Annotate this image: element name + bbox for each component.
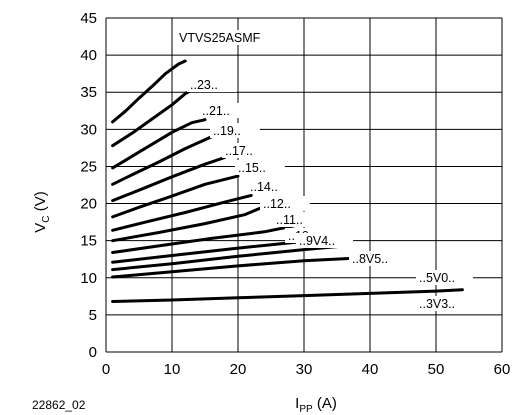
grid <box>105 17 503 353</box>
y-tick-label: 5 <box>89 307 97 324</box>
y-tick-label: 10 <box>80 270 97 287</box>
series-line <box>111 223 299 254</box>
series-label-bg <box>222 143 272 158</box>
series-line <box>111 156 227 203</box>
x-axis-title-unit: (A) <box>313 395 337 412</box>
series-label: ..23.. <box>190 78 218 92</box>
series-line <box>111 84 200 148</box>
series-label: ..8V5.. <box>352 252 388 266</box>
series-line <box>111 174 240 219</box>
series-line <box>111 59 187 124</box>
y-axis-ticks: 0 5 10 15 20 25 30 35 40 45 <box>80 10 97 361</box>
x-axis-title: IPP (A) <box>295 395 337 415</box>
series-line <box>111 135 214 186</box>
series-line <box>111 239 313 264</box>
series-label: ..11.. <box>276 213 303 227</box>
series-label-bg <box>416 270 474 285</box>
series-line <box>111 193 253 232</box>
x-tick-label: 30 <box>296 361 313 378</box>
y-tick-label: 25 <box>80 158 97 175</box>
series-lines <box>111 59 464 303</box>
series-label: ..19.. <box>213 124 241 138</box>
series-label: ..17.. <box>225 144 253 158</box>
x-axis-title-main: I <box>295 395 299 412</box>
series-line <box>111 205 266 243</box>
y-axis-title-main: V <box>32 223 49 233</box>
series-line <box>111 245 339 272</box>
series-label-bg <box>187 77 237 92</box>
y-tick-label: 40 <box>80 47 97 64</box>
x-axis-title-sub: PP <box>299 404 313 415</box>
series-label-bg <box>176 30 255 45</box>
series-line <box>111 288 464 303</box>
series-label: ..15.. <box>238 161 266 175</box>
x-axis-ticks: 0 10 20 30 40 50 60 <box>102 361 511 378</box>
series-label: ..3V3.. <box>419 297 455 311</box>
y-tick-label: 45 <box>80 10 97 27</box>
y-tick-label: 30 <box>80 121 97 138</box>
series-label: ..12.. <box>263 197 291 211</box>
series-label: ..5V0.. <box>419 271 455 285</box>
figure-id: 22862_02 <box>32 398 86 412</box>
y-axis-title: VC (V) <box>32 191 52 232</box>
series-line <box>111 118 207 170</box>
y-tick-label: 35 <box>80 84 97 101</box>
series-label-bg <box>247 179 297 194</box>
series-label-bg <box>210 123 260 138</box>
y-axis-title-sub: C <box>41 215 52 222</box>
series-label: VTVS25ASMF <box>179 31 261 45</box>
series-label-bg <box>416 296 474 311</box>
x-tick-label: 60 <box>494 361 511 378</box>
y-tick-label: 20 <box>80 196 97 213</box>
series-label: ..21.. <box>202 104 230 118</box>
series-label-bg <box>199 103 249 118</box>
series-label-bg <box>273 212 323 227</box>
y-tick-label: 0 <box>89 344 97 361</box>
series-label: ..9V4.. <box>299 234 335 248</box>
x-tick-label: 10 <box>164 361 181 378</box>
series-line <box>111 256 365 279</box>
x-tick-label: 50 <box>428 361 445 378</box>
y-axis-title-unit: (V) <box>32 191 49 215</box>
series-label-bg <box>349 251 407 266</box>
series-labels: VTVS25ASMF ..23.. ..21.. ..19.. ..17.. ..15..… <box>176 30 474 311</box>
series-label-bg <box>235 160 285 175</box>
x-tick-label: 40 <box>362 361 379 378</box>
x-tick-label: 20 <box>230 361 247 378</box>
y-tick-label: 15 <box>80 233 97 250</box>
series-label-bg <box>260 196 310 211</box>
x-tick-label: 0 <box>102 361 110 378</box>
series-label-bg <box>296 233 354 248</box>
series-label: ..14.. <box>250 180 278 194</box>
